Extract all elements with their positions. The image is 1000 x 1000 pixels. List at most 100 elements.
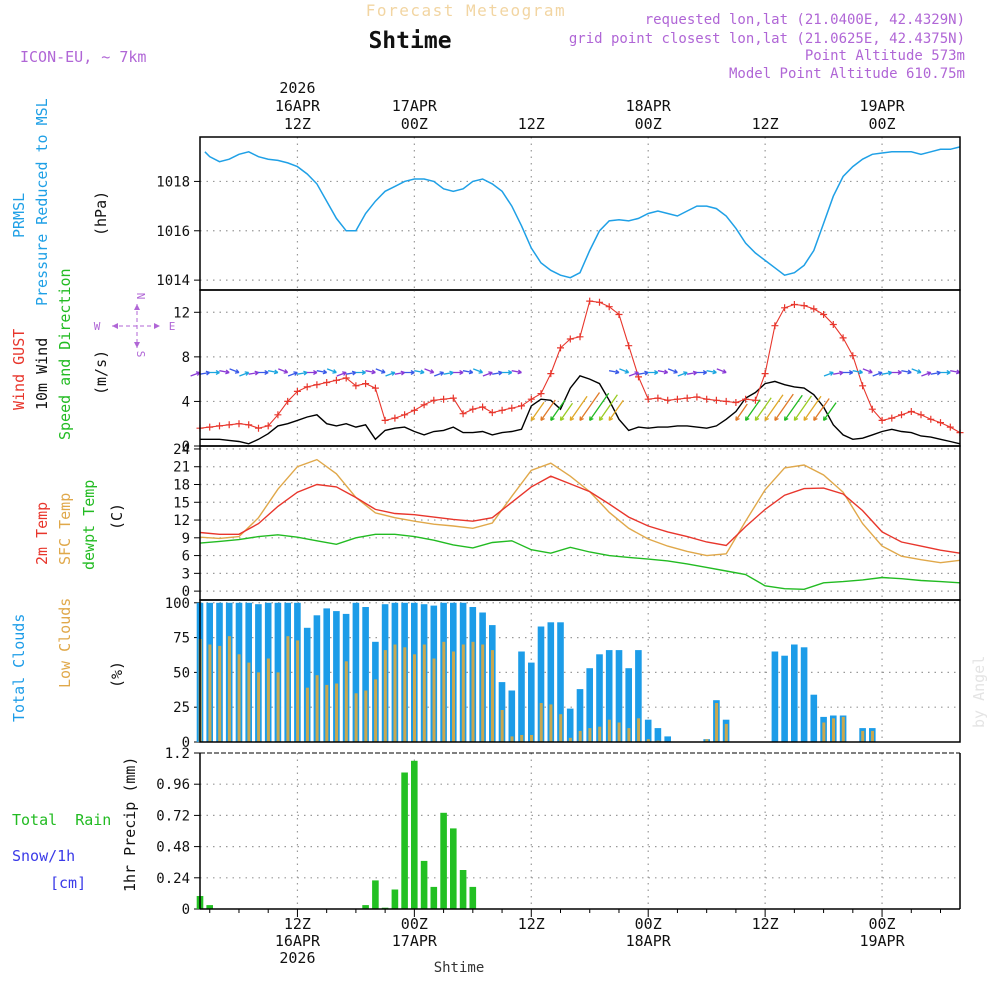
top-axis-label: 12Z — [752, 115, 779, 133]
wind-direction-arrow — [424, 368, 435, 374]
wind-direction-arrow — [540, 399, 556, 421]
wind-direction-arrow — [677, 371, 688, 377]
cloud-ytick-label: 100 — [165, 596, 190, 612]
low-cloud-bar — [266, 658, 270, 742]
wind-gust-marker — [703, 395, 711, 403]
total-cloud-bar — [800, 647, 808, 742]
rain-bar — [372, 880, 379, 909]
model-label: ICON-EU, ~ 7km — [20, 48, 146, 66]
total-cloud-bar — [352, 602, 360, 742]
wind-gust-marker — [206, 423, 214, 431]
bottom-axis-label: 17APR — [392, 932, 438, 950]
top-axis-label: 12Z — [284, 115, 311, 133]
pressure-label-2: Pressure Reduced to MSL — [33, 98, 51, 306]
wind-gust-marker — [917, 411, 925, 419]
wind-direction-arrow — [229, 368, 240, 374]
low-cloud-bar — [588, 728, 592, 742]
wind-ytick-label: 0 — [182, 439, 190, 455]
wind-direction-arrow — [219, 369, 230, 375]
wind-direction-arrow — [316, 369, 328, 375]
wind-direction-arrow — [569, 395, 588, 421]
total-cloud-bar — [644, 719, 652, 742]
low-cloud-bar — [539, 703, 543, 742]
wind-gust-marker — [508, 404, 516, 412]
total-cloud-bar — [605, 650, 613, 742]
rain-bar — [362, 905, 369, 909]
wind-gust-marker — [440, 395, 448, 403]
wind-gust-marker — [255, 424, 262, 432]
total-cloud-bar — [323, 608, 330, 742]
cloud-ytick-label: 50 — [173, 665, 190, 681]
wind-direction-arrow — [696, 370, 708, 375]
bottom-axis-label: 00Z — [869, 915, 896, 933]
wind-gust-marker — [751, 396, 759, 404]
wind-direction-arrow — [598, 394, 618, 421]
wind-gust-marker — [868, 405, 876, 413]
low-cloud-bar — [315, 675, 319, 742]
low-cloud-bar — [442, 641, 446, 742]
wind-gust-marker — [839, 334, 847, 342]
wind-gust-marker — [264, 422, 272, 430]
total-cloud-bar — [537, 626, 545, 742]
wind-direction-arrow — [385, 371, 396, 377]
wind-direction-arrow — [667, 368, 678, 374]
total-clouds-label: Total Clouds — [10, 614, 28, 722]
top-axis-label: 00Z — [635, 115, 662, 133]
top-axis-label: 00Z — [401, 115, 428, 133]
wind-gust-marker — [673, 395, 681, 403]
total-cloud-bar — [547, 622, 555, 742]
total-cloud-bar — [333, 611, 340, 742]
wind-gust-marker — [927, 415, 935, 423]
wind-direction-arrow — [589, 392, 610, 421]
wind-direction-arrow — [822, 402, 837, 421]
wind-direction-arrow — [209, 370, 220, 375]
wind-direction-arrow — [735, 403, 748, 421]
bottom-axis-label: 18APR — [626, 932, 672, 950]
wind-direction-arrow — [940, 370, 951, 375]
low-cloud-bar — [617, 722, 621, 742]
low-cloud-bar — [559, 714, 563, 742]
compass-south: S — [134, 351, 147, 358]
precip-ytick-label: 0.48 — [156, 840, 190, 856]
wind-panel: 0 4 8 12 — [173, 289, 964, 455]
wind-gust-marker — [313, 381, 321, 389]
wind-gust-marker — [410, 406, 418, 414]
compass-west: W — [94, 320, 101, 333]
wind-gust-marker — [566, 335, 574, 343]
cloud-panel: 0 25 50 75 100 — [165, 596, 961, 751]
wind-gust-marker — [547, 370, 555, 378]
wind-direction-arrow — [482, 371, 493, 377]
wind-direction-arrow — [716, 368, 727, 374]
total-cloud-bar — [508, 690, 516, 742]
top-axis-label: 18APR — [626, 97, 672, 115]
wind-direction-arrow — [657, 369, 669, 375]
top-axis-label: 19APR — [859, 97, 905, 115]
wind-direction-arrow — [891, 370, 902, 375]
low-cloud-bar — [305, 687, 309, 742]
total-rain-label: Total Rain — [12, 811, 111, 829]
wind-speed-label: 10m Wind — [33, 338, 51, 410]
wind-gust-marker — [810, 305, 818, 313]
wind-direction-arrow — [365, 369, 376, 375]
wind-direction-arrow — [404, 370, 415, 375]
location-title: Shtime — [368, 28, 451, 54]
wind-gust-label: Wind GUST — [10, 329, 28, 410]
pressure-ytick-label: 1018 — [156, 174, 190, 190]
rain-bar — [459, 870, 467, 909]
wind-direction-arrow — [530, 401, 545, 421]
t2m-line — [199, 475, 961, 554]
wind-unit: (m/s) — [92, 350, 110, 395]
total-cloud-bar — [635, 650, 642, 742]
top-axis-label: 12Z — [518, 115, 545, 133]
cloud-frame — [199, 599, 961, 743]
wind-gust-marker — [781, 304, 789, 312]
wind-direction-arrow — [803, 395, 822, 421]
low-cloud-bar — [549, 704, 553, 742]
rain-bar — [206, 905, 213, 909]
low-cloud-bar — [422, 644, 426, 742]
wind-gust-marker — [401, 411, 409, 419]
cloud-ytick-label: 0 — [182, 735, 190, 751]
wind-direction-arrow — [862, 368, 873, 374]
wind-gust-marker — [800, 302, 808, 310]
